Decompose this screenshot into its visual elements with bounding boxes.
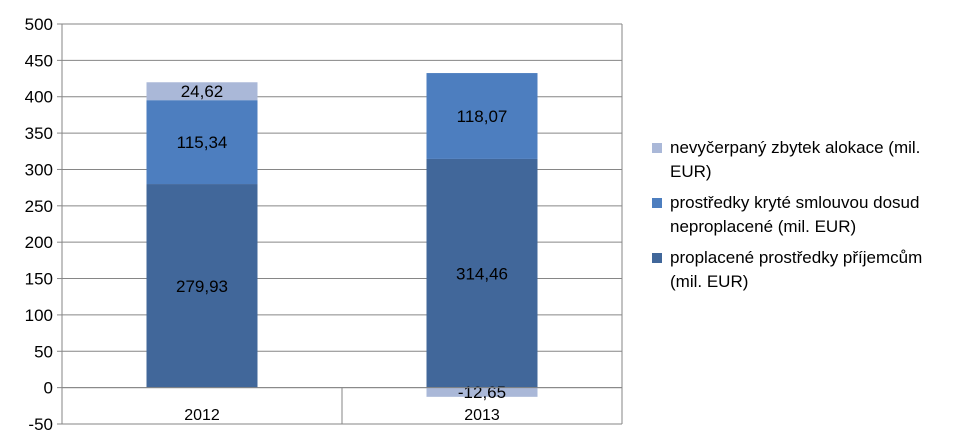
- y-tick-label-4: 150: [25, 270, 53, 289]
- bar-2013-series-0: [426, 158, 538, 388]
- legend-label-paid-to-recipients-line1: proplacené prostředky příjemcům: [670, 248, 923, 267]
- legend-label-contracted-unpaid-line2: neproplacené (mil. EUR): [670, 217, 857, 236]
- bar-2013-series-2: [426, 387, 538, 397]
- bar-2012-series-2: [146, 82, 258, 101]
- data-label-2012-series-1: 115,34: [177, 133, 228, 152]
- legend-item-unused-allocation: nevyčerpaný zbytek alokace (mil. EUR): [648, 136, 973, 184]
- legend-label-paid-to-recipients-line2: (mil. EUR): [670, 272, 749, 291]
- bar-2012-series-0: [146, 184, 258, 388]
- bar-2012-series-1: [146, 100, 258, 185]
- legend-swatch-paid-to-recipients: [652, 253, 662, 263]
- y-tick-label-6: 250: [25, 197, 53, 216]
- axes: -50 0 50 100 150 200 250 300 350 400 450 500 2012 201…: [25, 15, 623, 434]
- data-label-2013-series-2: -12,65: [458, 383, 506, 402]
- data-label-2013-series-0: 314,46: [456, 264, 508, 283]
- y-tick-label-11: 500: [25, 15, 53, 34]
- legend-label-unused-allocation-line2: EUR): [670, 162, 712, 181]
- y-tick-label-10: 450: [25, 51, 53, 70]
- data-labels: 279,93 115,34 24,62 314,46 118,07 -12,65: [62, 82, 622, 402]
- x-category-label-2013: 2013: [464, 407, 500, 424]
- y-tick-label-7: 300: [25, 160, 53, 179]
- gridlines: [62, 23, 622, 425]
- y-tick-label-3: 100: [25, 306, 53, 325]
- legend: nevyčerpaný zbytek alokace (mil. EUR) pr…: [648, 136, 973, 301]
- legend-swatch-contracted-unpaid: [652, 198, 662, 208]
- y-tick-label-9: 400: [25, 88, 53, 107]
- bar-2013-series-1: [426, 73, 538, 159]
- legend-swatch-unused-allocation: [652, 143, 662, 153]
- data-label-2013-series-1: 118,07: [457, 107, 508, 126]
- data-label-2012-series-2: 24,62: [181, 82, 224, 101]
- y-tick-label-2: 50: [34, 342, 53, 361]
- y-tick-label-1: 0: [44, 379, 53, 398]
- legend-item-contracted-unpaid: prostředky kryté smlouvou dosud nepropla…: [648, 191, 973, 239]
- y-tick-label-5: 200: [25, 233, 53, 252]
- x-category-label-2012: 2012: [184, 407, 220, 424]
- y-tick-label-8: 350: [25, 124, 53, 143]
- bars: [146, 73, 538, 397]
- y-tick-label-0: -50: [28, 415, 53, 434]
- data-label-2012-series-0: 279,93: [176, 277, 228, 296]
- legend-label-unused-allocation-line1: nevyčerpaný zbytek alokace (mil.: [670, 138, 921, 157]
- legend-label-contracted-unpaid-line1: prostředky kryté smlouvou dosud: [670, 193, 920, 212]
- legend-item-paid-to-recipients: proplacené prostředky příjemcům (mil. EU…: [648, 246, 973, 294]
